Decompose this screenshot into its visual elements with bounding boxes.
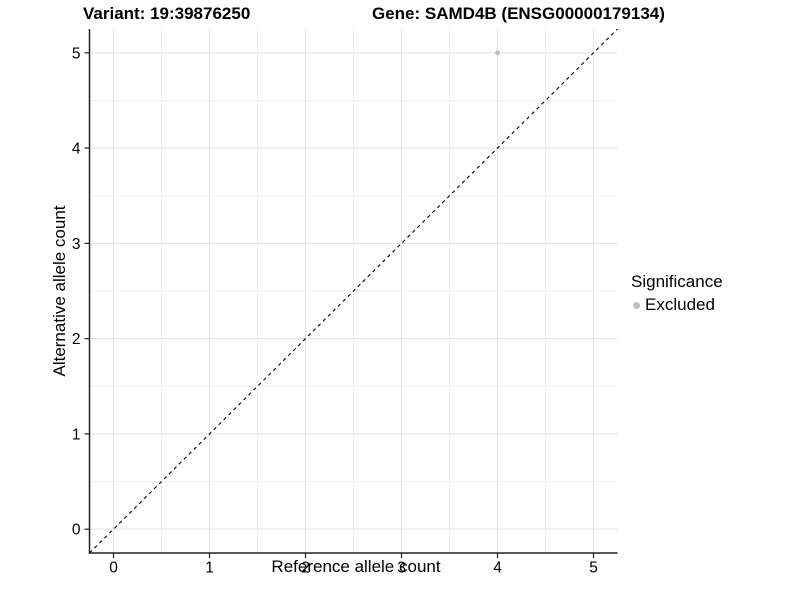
legend-item-label: Excluded <box>645 295 715 314</box>
x-tick-label: 5 <box>589 560 598 577</box>
data-point <box>495 50 500 56</box>
y-tick-label: 3 <box>72 236 81 253</box>
y-tick-label: 2 <box>72 331 81 348</box>
legend-item-excluded: Excluded <box>631 295 723 315</box>
x-tick-label: 3 <box>397 560 406 577</box>
identity-line <box>89 28 618 554</box>
y-tick-label: 1 <box>72 426 81 443</box>
legend-dot-icon <box>633 301 640 309</box>
y-tick-label: 0 <box>72 522 81 539</box>
x-tick-label: 0 <box>109 560 118 577</box>
x-axis-title: Reference allele count <box>271 557 441 576</box>
gene-title: Gene: SAMD4B (ENSG00000179134) <box>372 4 665 23</box>
y-tick-label: 4 <box>72 141 81 158</box>
y-axis-title: Alternative allele count <box>50 205 69 377</box>
y-tick-label: 5 <box>72 45 81 62</box>
legend-title: Significance <box>631 272 723 291</box>
legend: Significance Excluded <box>631 272 723 315</box>
x-tick-label: 1 <box>205 560 214 577</box>
variant-title: Variant: 19:39876250 <box>83 4 251 23</box>
x-tick-label: 4 <box>493 560 502 577</box>
x-tick-label: 2 <box>301 560 310 577</box>
